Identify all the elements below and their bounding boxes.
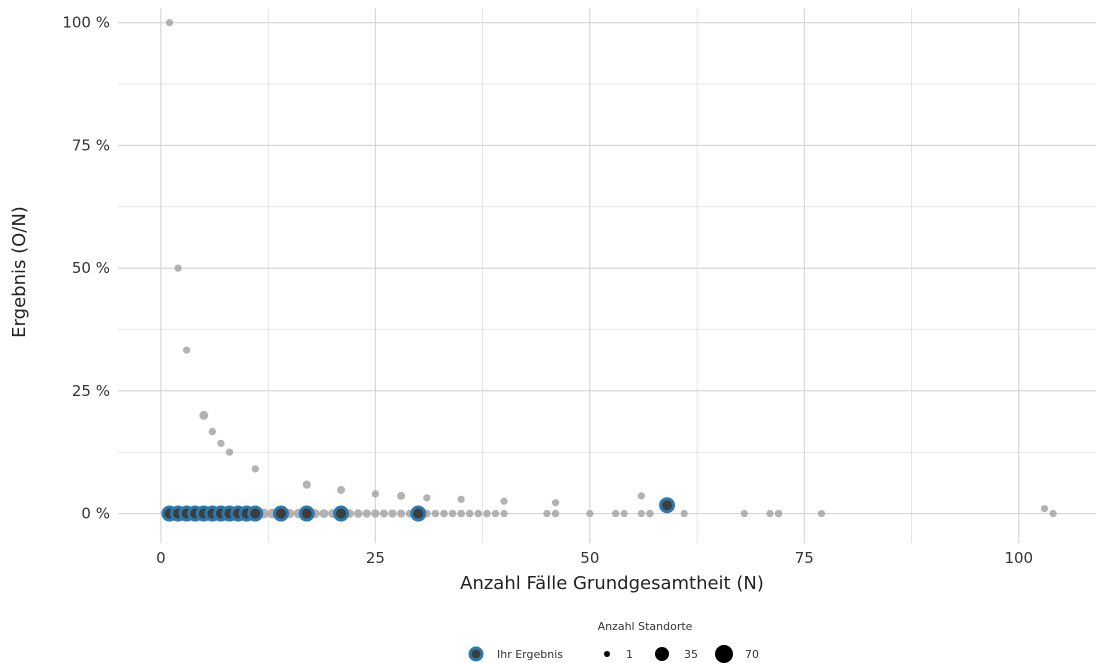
data-point (586, 509, 594, 518)
data-point (174, 264, 182, 272)
data-point (379, 509, 389, 518)
data-point (199, 410, 209, 420)
y-axis-title: Ergebnis (O/N) (9, 206, 30, 338)
data-point (337, 486, 346, 494)
data-point (551, 499, 560, 507)
data-point (397, 491, 406, 500)
data-point (217, 439, 225, 448)
data-point (551, 509, 560, 518)
data-point (165, 19, 174, 27)
data-point (637, 509, 645, 518)
data-point (371, 509, 380, 518)
data-point (448, 509, 457, 518)
data-point (423, 494, 431, 502)
data-point (251, 465, 259, 473)
highlight-point (410, 505, 427, 522)
legend-highlight-label: Ihr Ergebnis (497, 648, 563, 661)
legend-size-large-marker (715, 645, 733, 663)
legend-size-medium-marker (655, 647, 669, 661)
highlight-point (247, 505, 264, 522)
data-point (182, 346, 191, 354)
y-tick-label: 75 % (72, 136, 110, 154)
y-tick-label: 100 % (62, 14, 110, 32)
data-point (740, 509, 748, 518)
data-point (431, 509, 440, 518)
data-point (680, 509, 688, 518)
y-tick-label: 0 % (81, 505, 110, 523)
legend-highlight-marker (468, 646, 484, 662)
data-point (491, 509, 500, 518)
legend-title: Anzahl Standorte (598, 620, 693, 633)
data-point (774, 509, 783, 518)
data-point (457, 509, 465, 518)
highlight-point (333, 505, 350, 522)
y-tick-label: 25 % (72, 382, 110, 400)
grid-lines (118, 8, 1096, 543)
legend-size-small-marker (604, 651, 610, 657)
highlight-point (298, 505, 315, 522)
x-tick-label: 25 (366, 549, 385, 567)
data-point (371, 490, 380, 498)
data-point (397, 509, 406, 518)
x-tick-label: 100 (1004, 549, 1033, 567)
data-point (500, 497, 508, 505)
data-point (208, 427, 217, 436)
data-point (543, 509, 551, 518)
legend: Anzahl Standorte Ihr Ergebnis 1 35 70 (468, 620, 759, 663)
legend-size-large-label: 70 (745, 648, 759, 661)
data-point (766, 509, 774, 518)
data-point (1049, 509, 1057, 518)
y-tick-label: 50 % (72, 259, 110, 277)
legend-size-medium-label: 35 (684, 648, 698, 661)
data-point (302, 480, 311, 489)
data-point (500, 509, 508, 518)
data-point (620, 509, 628, 518)
data-point (457, 495, 465, 503)
data-point (817, 509, 826, 518)
data-point (646, 509, 654, 518)
data-point (474, 509, 483, 518)
legend-size-small-label: 1 (626, 648, 633, 661)
data-point (362, 509, 371, 518)
x-tick-label: 75 (795, 549, 814, 567)
x-axis-ticks: 0 25 50 75 100 (156, 549, 1033, 567)
highlight-point (273, 505, 289, 522)
x-tick-label: 0 (156, 549, 166, 567)
highlight-point (659, 497, 676, 514)
data-points (161, 19, 1057, 522)
data-point (637, 492, 645, 500)
data-point (440, 509, 448, 518)
x-tick-label: 50 (580, 549, 599, 567)
data-point (1040, 504, 1049, 513)
data-point (319, 509, 329, 519)
x-axis-title: Anzahl Fälle Grundgesamtheit (N) (460, 573, 764, 594)
data-point (465, 509, 474, 518)
data-point (388, 509, 397, 518)
data-point (611, 509, 620, 518)
data-point (483, 509, 491, 518)
data-point (353, 509, 363, 518)
y-axis-ticks: 0 % 25 % 50 % 75 % 100 % (62, 14, 110, 523)
data-point (225, 448, 234, 456)
